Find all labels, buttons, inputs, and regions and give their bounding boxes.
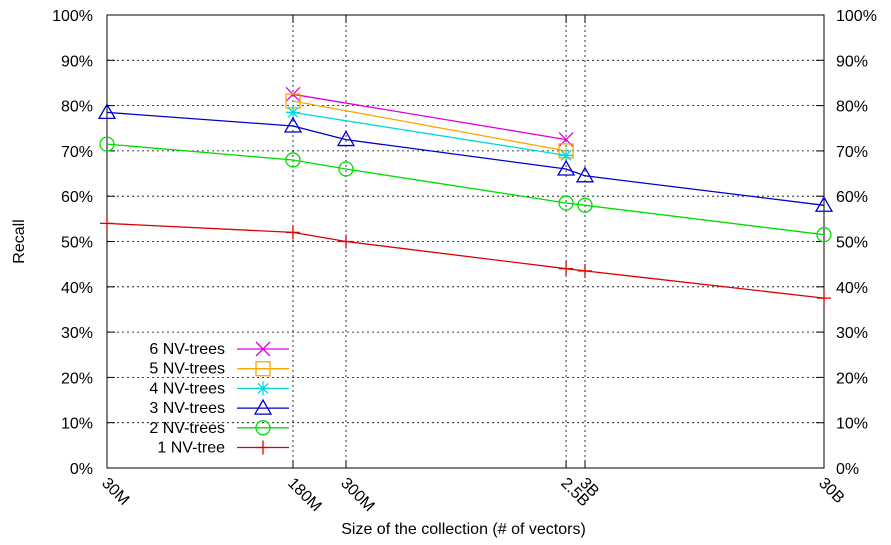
- data-point-plus: [285, 225, 300, 240]
- legend-label: 4 NV-trees: [149, 380, 225, 397]
- y-tick-label-left: 100%: [52, 8, 93, 25]
- series-line: [106, 111, 825, 206]
- y-tick-label-left: 60%: [61, 189, 93, 206]
- legend-label: 5 NV-trees: [149, 361, 225, 378]
- data-point-triangle: [556, 159, 576, 176]
- data-point-triangle: [283, 116, 303, 133]
- series-3-nv-trees: [97, 103, 834, 212]
- y-tick-label-left: 70%: [61, 144, 93, 161]
- legend-item: 5 NV-trees: [149, 361, 289, 378]
- y-tick-label-right: 60%: [836, 189, 868, 206]
- series-4-nv-trees: [285, 105, 574, 163]
- data-point-circle: [558, 195, 574, 211]
- data-point-circle: [338, 161, 354, 177]
- series-6-nv-trees: [285, 86, 574, 148]
- data-point-star: [559, 148, 574, 163]
- data-point-circle: [255, 420, 271, 436]
- series-line: [292, 111, 567, 157]
- series-2-nv-trees: [99, 136, 832, 243]
- series-line: [106, 222, 825, 299]
- y-tick-label-left: 10%: [61, 416, 93, 433]
- legend-label: 3 NV-trees: [149, 400, 225, 417]
- data-point-triangle: [336, 130, 356, 147]
- series-line: [292, 100, 567, 152]
- y-tick-label-left: 80%: [61, 99, 93, 116]
- legend: 6 NV-trees 5 NV-trees 4 NV-trees 3 NV-trees…: [149, 341, 289, 457]
- legend-item: 2 NV-trees: [149, 420, 289, 437]
- series-1-nv-tree: [100, 216, 831, 306]
- legend-label: 6 NV-trees: [149, 341, 225, 358]
- y-tick-label-right: 100%: [836, 8, 877, 25]
- y-tick-label-left: 50%: [61, 235, 93, 252]
- data-point-triangle: [814, 195, 834, 212]
- data-point-plus: [559, 261, 574, 276]
- data-point-triangle: [97, 103, 117, 120]
- data-point-triangle: [575, 166, 595, 183]
- data-point-plus: [256, 440, 270, 455]
- legend-item: 4 NV-trees: [149, 380, 289, 397]
- y-tick-label-right: 20%: [836, 370, 868, 387]
- data-point-circle: [285, 152, 301, 168]
- data-point-square: [255, 361, 271, 377]
- data-point-star: [285, 105, 300, 120]
- series-layer: [97, 86, 834, 306]
- y-tick-label-right: 50%: [836, 235, 868, 252]
- data-point-plus: [339, 234, 353, 249]
- data-point-star: [256, 381, 270, 396]
- legend-item: 6 NV-trees: [149, 341, 289, 358]
- x-tick-label: 180M: [284, 475, 324, 515]
- y-tick-label-right: 70%: [836, 144, 868, 161]
- series-line: [292, 93, 567, 141]
- data-point-circle: [99, 136, 115, 152]
- y-tick-label-right: 10%: [836, 416, 868, 433]
- y-tick-label-right: 0%: [836, 461, 859, 478]
- y-tick-label-left: 90%: [61, 53, 93, 70]
- data-point-plus: [817, 291, 831, 306]
- y-tick-label-left: 40%: [61, 280, 93, 297]
- x-tick-label: 30B: [815, 475, 847, 507]
- y-tick-label-left: 30%: [61, 325, 93, 342]
- y-tick-label-right: 40%: [836, 280, 868, 297]
- y-axis-title: Recall: [11, 219, 28, 263]
- series-5-nv-trees: [285, 93, 574, 159]
- y-tick-label-left: 20%: [61, 370, 93, 387]
- y-tick-label-right: 30%: [836, 325, 868, 342]
- legend-item: 1 NV-tree: [157, 440, 289, 457]
- legend-label: 2 NV-trees: [149, 420, 225, 437]
- legend-item: 3 NV-trees: [149, 398, 289, 417]
- data-point-triangle: [253, 398, 273, 415]
- y-tick-label-right: 90%: [836, 53, 868, 70]
- data-point-circle: [577, 197, 593, 213]
- x-tick-label: 300M: [337, 475, 377, 515]
- data-point-plus: [578, 263, 592, 278]
- x-tick-label: 30M: [98, 475, 132, 509]
- data-point-circle: [816, 227, 832, 243]
- data-point-x: [255, 341, 271, 357]
- legend-label: 1 NV-tree: [157, 440, 225, 457]
- data-point-plus: [100, 216, 114, 231]
- series-line: [106, 143, 825, 236]
- y-tick-label-right: 80%: [836, 99, 868, 116]
- x-axis-title: Size of the collection (# of vectors): [341, 521, 586, 538]
- y-tick-label-left: 0%: [70, 461, 93, 478]
